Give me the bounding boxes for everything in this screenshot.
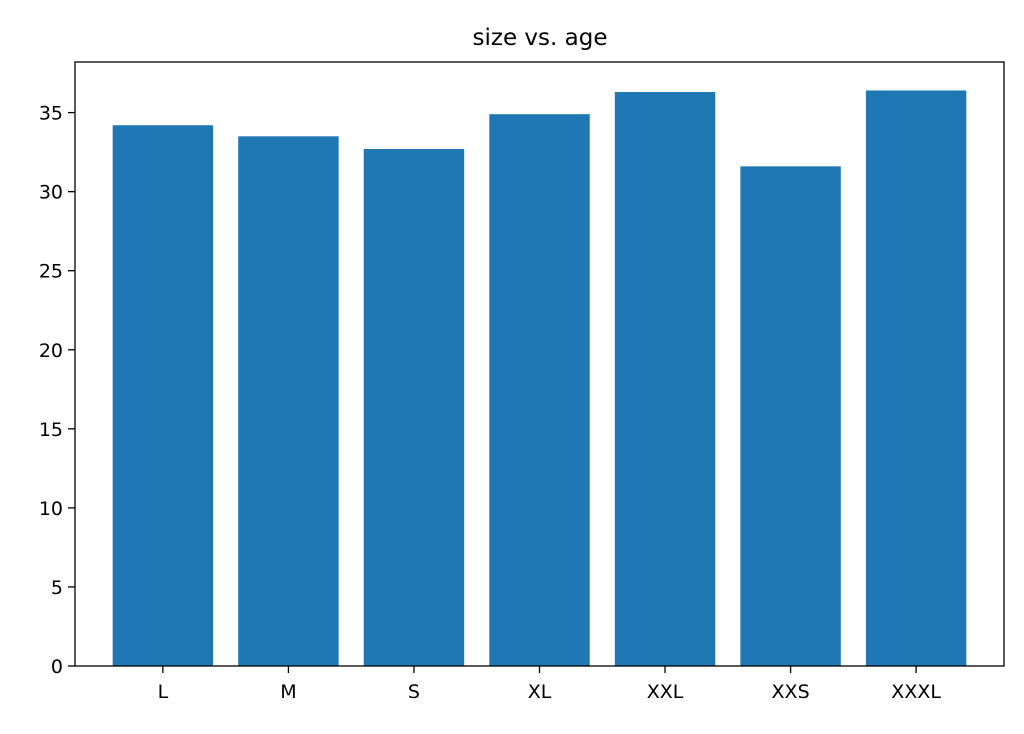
y-tick-label: 15	[39, 419, 63, 441]
x-tick-label: XXL	[647, 681, 684, 703]
y-tick-label: 20	[39, 340, 63, 362]
x-tick-label: L	[158, 681, 169, 703]
y-tick-label: 30	[39, 182, 63, 204]
chart-title: size vs. age	[473, 25, 608, 51]
x-tick-label: XXS	[772, 681, 810, 703]
x-axis: L M S XL XXL XXS XXXL	[158, 666, 941, 703]
x-tick-label: M	[280, 681, 296, 703]
y-tick-label: 25	[39, 261, 63, 283]
bar-xxxl	[865, 90, 967, 666]
y-tick-label: 0	[51, 656, 63, 678]
bar-xl	[489, 114, 590, 667]
bars-group	[112, 90, 967, 667]
y-tick-label: 5	[51, 577, 63, 599]
bar-l	[112, 125, 214, 666]
x-tick-label: XXXL	[891, 681, 941, 703]
bar-xxs	[740, 166, 841, 666]
plot-frame	[74, 61, 1005, 667]
y-tick-label: 10	[39, 498, 63, 520]
y-tick-label: 35	[39, 103, 63, 125]
x-tick-label: S	[408, 681, 420, 703]
bar-m	[238, 136, 339, 666]
bar-xxl	[614, 92, 716, 667]
bar-s	[363, 148, 465, 666]
y-axis: 0 5 10 15 20 25 30 35	[39, 103, 75, 678]
x-tick-label: XL	[528, 681, 552, 703]
